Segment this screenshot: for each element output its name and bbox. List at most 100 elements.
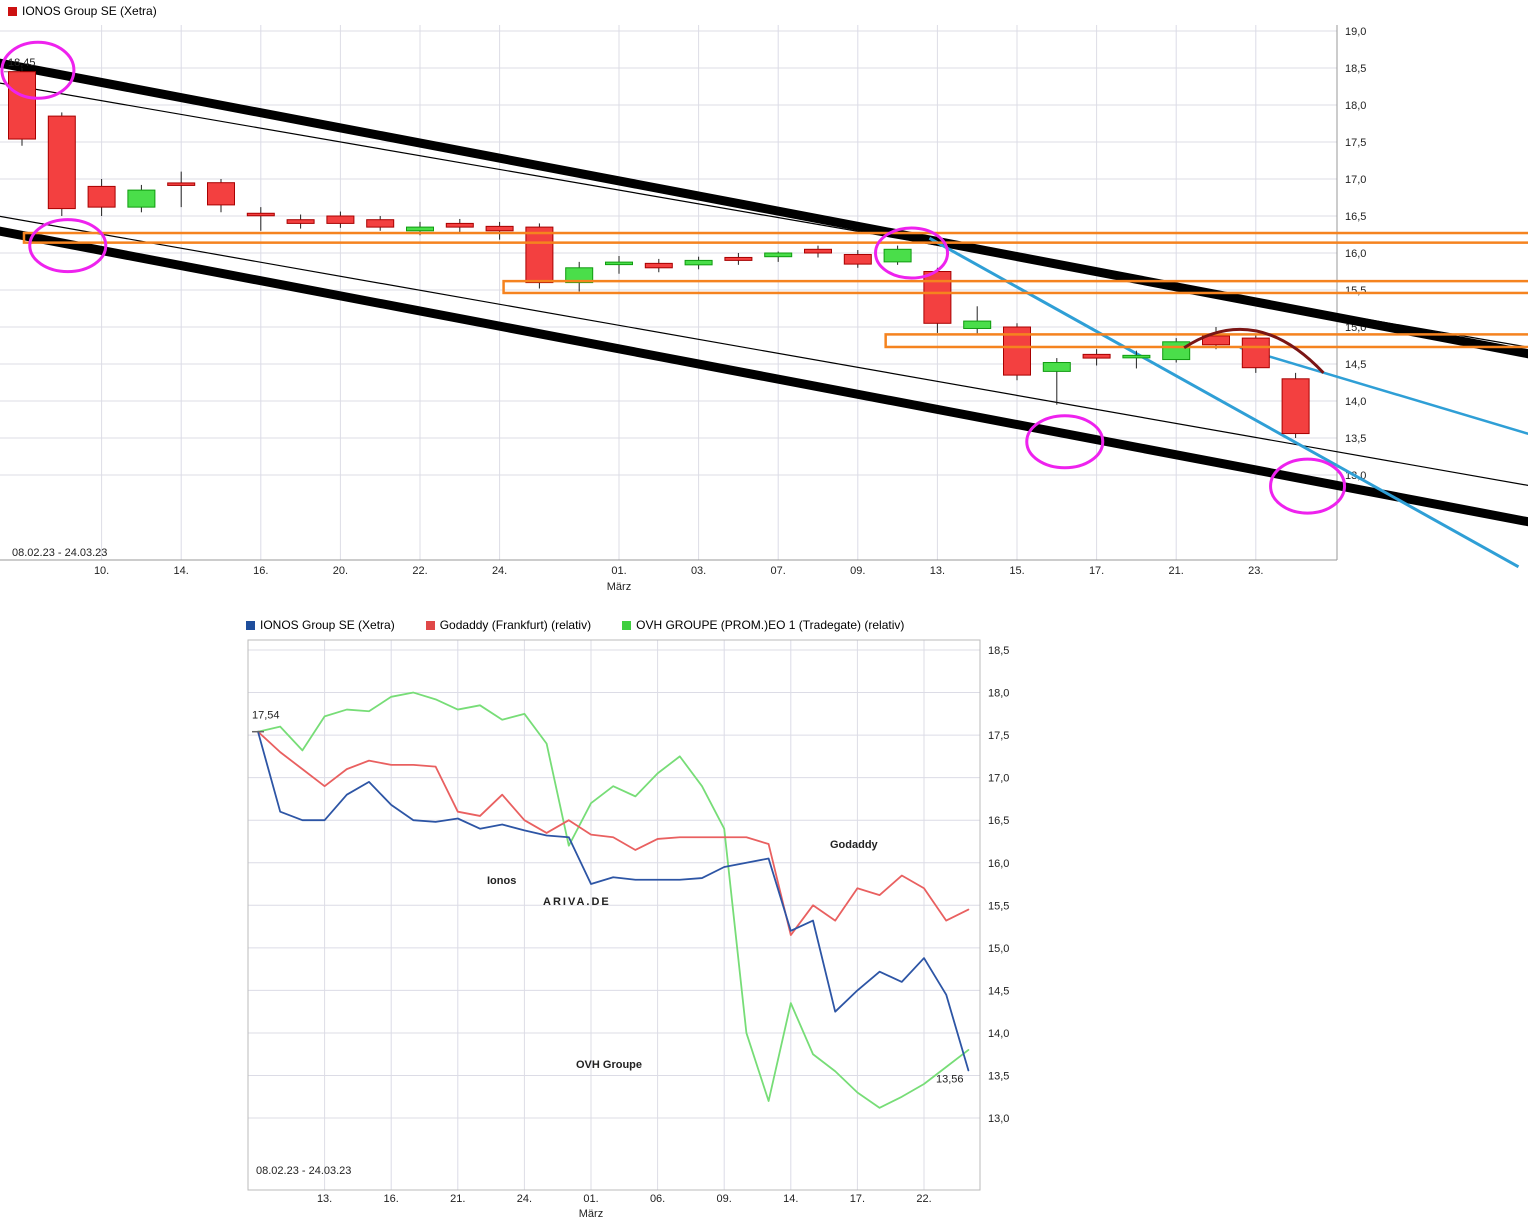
candle-body [406,226,434,232]
candle-body [1042,362,1071,372]
candle-body [644,262,673,269]
y-axis-tick-label: 18,0 [988,688,1009,700]
series-line-1 [257,730,970,936]
month-label: März [607,581,631,593]
y-axis-tick-label: 18,0 [1345,100,1366,112]
x-axis-tick-label: 22. [916,1193,931,1205]
x-axis-tick-label: 10. [94,565,109,577]
x-axis-tick-label: 09. [850,565,865,577]
x-axis-tick-label: 14. [783,1193,798,1205]
y-axis-tick-label: 14,5 [988,985,1009,997]
y-axis-tick-label: 14,5 [1345,359,1366,371]
legend-item-0: IONOS Group SE (Xetra) [246,618,395,632]
candle-body [1202,335,1230,346]
candle-body [1241,337,1270,369]
x-axis-tick-label: 13. [317,1193,332,1205]
x-axis-tick-label: 16. [253,565,268,577]
blue-trend-line [928,236,1520,569]
trendlines-layer [0,58,1528,569]
x-axis-tick-label: 01. [583,1193,598,1205]
candle-body [246,212,275,217]
legend-item-2: OVH GROUPE (PROM.)EO 1 (Tradegate) (rela… [622,618,904,632]
channel-trend-line [0,215,1528,486]
candle-body [47,115,76,210]
series-label: IONOS Group SE (Xetra) [260,618,395,632]
plot-border [247,639,981,1191]
y-axis-tick-label: 17,5 [988,730,1009,742]
y-axis-tick-label: 16,5 [988,815,1009,827]
candle-body [286,219,315,224]
date-range-label: 08.02.23 - 24.03.23 [256,1165,351,1177]
x-axis-tick-label: 14. [174,565,189,577]
candle-body [1082,353,1111,359]
candle-body [8,71,36,140]
highlight-ellipse [1025,414,1105,470]
blue-trend-line [1239,346,1528,436]
x-axis-tick-label: 06. [650,1193,665,1205]
y-axis-tick-label: 15,5 [988,900,1009,912]
x-axis-tick-label: 21. [450,1193,465,1205]
candle-body [445,222,474,228]
hand-drawn-curve [1183,328,1325,374]
x-axis-tick-label: 07. [771,565,786,577]
channel-trend-line [0,58,1528,359]
candle-body [1281,378,1310,435]
x-axis-tick-label: 16. [384,1193,399,1205]
watermark: ARIVA.DE [543,896,611,908]
series-label: OVH GROUPE (PROM.)EO 1 (Tradegate) (rela… [636,618,905,632]
x-axis-tick-label: 01. [611,565,626,577]
candle-body [87,185,116,208]
y-axis-tick-label: 16,5 [1345,211,1366,223]
highlight-ellipse [28,218,108,274]
annotation-ionos: Ionos [487,875,516,887]
series-color-swatch [8,6,17,16]
y-axis-tick-label: 14,0 [988,1028,1009,1040]
y-axis-tick-label: 15,5 [1345,285,1366,297]
top-chart-legend: IONOS Group SE (Xetra) [8,4,157,18]
candle-body [326,215,355,224]
support-zone-box [22,231,1528,244]
x-axis-tick-label: 22. [412,565,427,577]
support-zone-box [502,279,1528,295]
candle-body [565,267,594,284]
highlight-ellipse [1269,457,1347,515]
highlight-ellipse [874,226,950,280]
candle-body [207,182,235,206]
bottom-chart-legend: IONOS Group SE (Xetra) Godaddy (Frankfurt… [246,618,930,632]
y-axis-tick-label: 16,0 [1345,248,1366,260]
x-axis-tick-label: 17. [850,1193,865,1205]
support-zone-box [884,333,1528,349]
y-axis-tick-label: 13,5 [988,1071,1009,1083]
highlight-ellipse [0,40,76,100]
y-axis-tick-label: 15,0 [988,943,1009,955]
x-axis-tick-label: 24. [517,1193,532,1205]
candle-body [605,261,633,266]
candle-body [366,219,395,228]
candle-body [1122,354,1151,359]
x-axis-tick-label: 21. [1169,565,1184,577]
end-price-label: 13,56 [936,1073,964,1085]
candle-body [764,252,793,258]
candle-body [804,248,832,254]
candles-layer [4,68,1310,438]
series-color-swatch [246,620,255,630]
y-axis-tick-label: 18,5 [988,645,1009,657]
candle-body [127,189,156,208]
series-color-swatch [425,620,435,630]
open-price-label: 18,45 [8,57,36,69]
x-axis-tick-label: 17. [1089,565,1104,577]
y-axis-tick-label: 14,0 [1345,396,1366,408]
x-axis-tick-label: 09. [717,1193,732,1205]
candle-body [525,226,554,284]
series-line-2 [257,691,970,1109]
x-axis-tick-label: 15. [1009,565,1024,577]
candle-body [1162,341,1191,361]
candle-body [923,271,952,324]
series-line-0 [257,730,970,1072]
candle-body [724,256,753,261]
y-axis-tick-label: 17,0 [988,773,1009,785]
month-label: März [579,1208,603,1220]
x-axis-tick-label: 03. [691,565,706,577]
